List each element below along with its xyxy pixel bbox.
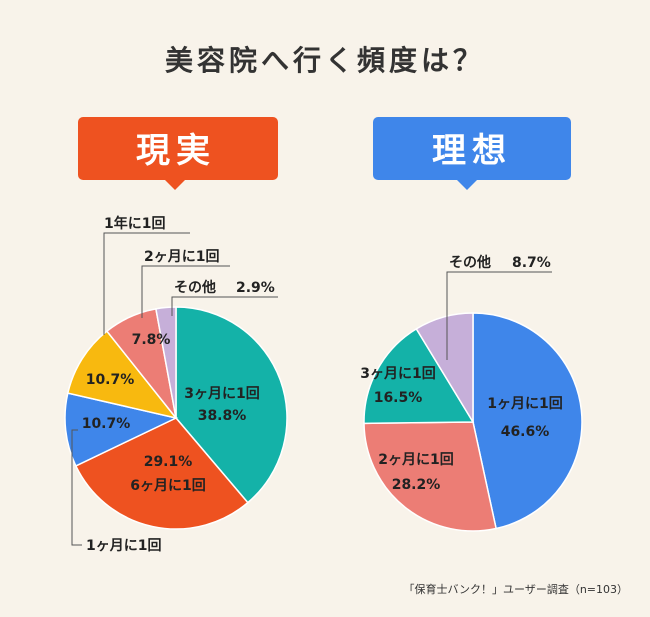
real-leader-other — [171, 296, 278, 316]
real-value-1year: 10.7% — [86, 372, 135, 388]
ideal-slice-3 — [415, 312, 474, 425]
ideal-value-other: 8.7% — [512, 255, 551, 271]
ideal-slice-0 — [472, 312, 583, 530]
real-label-3months: 3ヶ月に1回 — [184, 386, 259, 402]
ideal-value-1month: 46.6% — [501, 424, 550, 440]
ideal-value-3months: 16.5% — [374, 390, 423, 406]
real-value-1month: 10.7% — [82, 416, 131, 432]
pie-ideal — [363, 312, 583, 532]
real-value-6months: 29.1% — [144, 454, 193, 470]
real-value-other: 2.9% — [236, 280, 275, 296]
real-slice-0 — [175, 306, 288, 504]
ideal-slice-2 — [363, 327, 475, 425]
ideal-label-2months: 2ヶ月に1回 — [378, 452, 453, 468]
banner-real: 現実 — [78, 117, 278, 190]
real-leader-2months — [141, 265, 230, 318]
real-label-other: その他 — [174, 279, 216, 296]
real-label-1month: 1ヶ月に1回 — [86, 538, 161, 554]
banner-ideal-shape — [373, 117, 571, 190]
real-label-6months: 6ヶ月に1回 — [130, 478, 205, 494]
real-label-2months: 2ヶ月に1回 — [144, 249, 219, 265]
real-slice-2 — [64, 392, 179, 467]
real-leader-1year — [103, 232, 190, 335]
banner-real-shape — [78, 117, 278, 190]
source-note: 「保育士バンク！」ユーザー調査（n=103） — [403, 582, 628, 596]
pie-real — [64, 306, 288, 530]
banner-real-label: 現実 — [136, 131, 216, 171]
real-slice-5 — [155, 306, 177, 419]
real-label-1year: 1年に1回 — [104, 215, 165, 232]
banner-ideal-label: 理想 — [432, 131, 512, 171]
real-slice-3 — [66, 330, 178, 420]
slice-labels: 3ヶ月に1回 38.8% 29.1% 6ヶ月に1回 10.7% 1ヶ月に1回 10.7% 1年… — [71, 215, 563, 554]
banner-ideal: 理想 — [373, 117, 571, 190]
chart-title: 美容院へ行く頻度は？ — [165, 44, 485, 77]
ideal-value-2months: 28.2% — [392, 477, 441, 493]
ideal-label-1month: 1ヶ月に1回 — [487, 396, 562, 412]
real-leader-1month — [71, 429, 82, 546]
ideal-label-other: その他 — [449, 254, 491, 271]
ideal-slice-1 — [363, 421, 498, 532]
real-value-2months: 7.8% — [132, 332, 171, 348]
real-value-3months: 38.8% — [198, 408, 247, 424]
ideal-label-3months: 3ヶ月に1回 — [360, 366, 435, 382]
ideal-leader-other — [446, 271, 552, 360]
